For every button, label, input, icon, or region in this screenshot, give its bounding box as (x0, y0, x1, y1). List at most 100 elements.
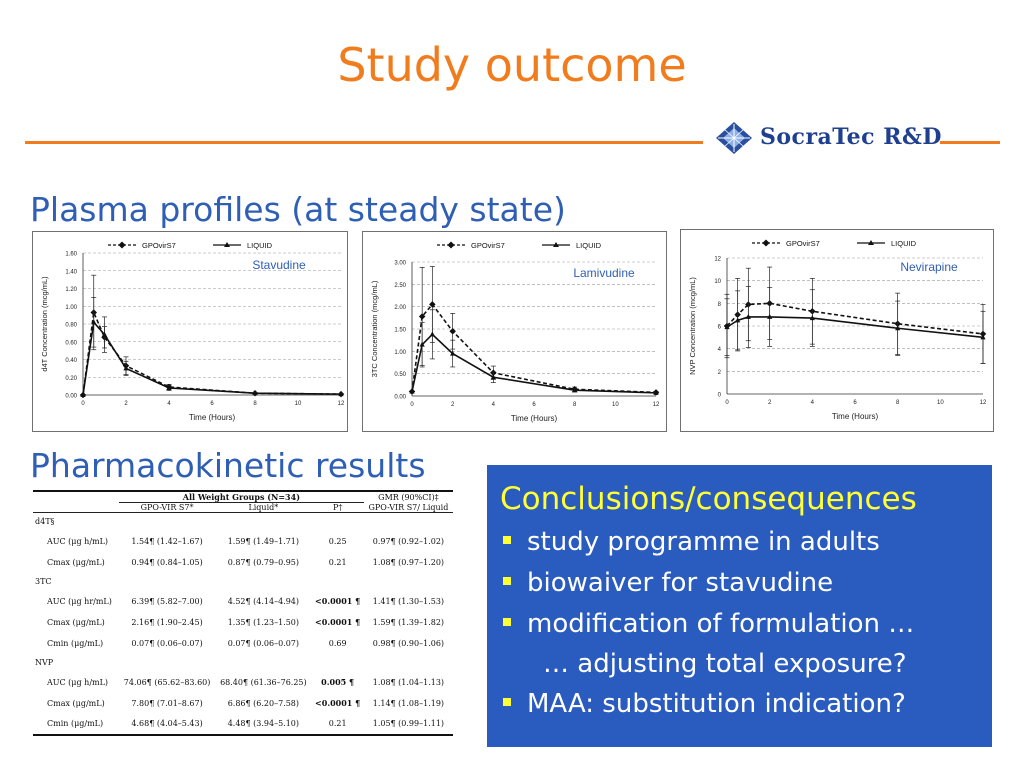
y-tick-label: 8 (718, 302, 722, 308)
header-blank-cell (33, 490, 119, 503)
liquid-value-cell: 0.07¶ (0.06–0.07) (227, 638, 300, 648)
liquid-value-cell: 68.40¶ (61.36–76.25) (220, 677, 307, 687)
conclusion-item: MAA: substitution indication? (503, 689, 906, 719)
legend-label: LIQUID (576, 241, 602, 250)
table-row: Cmin (μg/mL) 4.68¶ (4.04–5.43) 4.48¶ (3.94… (33, 713, 453, 736)
conclusion-item: biowaiver for stavudine (503, 568, 833, 598)
table-row: AUC (μg h/mL) 1.54¶ (1.42–1.67) 1.59¶ (1.4… (33, 531, 453, 552)
data-point (101, 331, 108, 337)
data-point (724, 324, 730, 330)
y-tick-label: 2.50 (394, 283, 406, 289)
p-value-cell: 0.69 (328, 638, 347, 648)
chart-panel-nevirapine: 0 2 4 6 8 10 12 0 2 4 6 8 10 12 Time (Hours) NVP Concen… (680, 229, 994, 432)
y-tick-label: 0.80 (65, 323, 77, 329)
p-value-cell: <0.0001 ¶ (315, 596, 361, 606)
conclusions-box: Conclusions/consequences study programme… (487, 465, 992, 747)
conclusion-item-text: modification of formulation … (527, 609, 915, 639)
y-tick-label: 1.00 (65, 305, 77, 311)
y-tick-label: 1.50 (394, 328, 406, 334)
x-axis-label: Time (Hours) (511, 414, 558, 423)
header-liquid-cell: Liquid* (215, 502, 312, 513)
data-point (419, 341, 425, 347)
legend-label: LIQUID (247, 241, 273, 250)
header-p-cell: P† (311, 502, 364, 513)
data-point (123, 365, 129, 371)
y-tick-label: 4 (718, 347, 722, 353)
x-tick-label: 4 (167, 401, 171, 407)
diamond-logo-icon (716, 122, 752, 154)
pk-results-heading: Pharmacokinetic results (30, 446, 426, 485)
conclusion-item: study programme in adults (503, 527, 880, 557)
conclusion-continuation: … adjusting total exposure? (543, 649, 907, 679)
series-line-gpovirs7 (411, 303, 657, 394)
gpo-value-cell: 2.16¶ (1.90–2.45) (131, 617, 203, 627)
data-point (166, 384, 172, 390)
y-tick-label: 0.00 (65, 394, 77, 400)
table-row: Cmax (μg/mL) 2.16¶ (1.90–2.45) 1.35¶ (1.23… (33, 612, 453, 633)
x-tick-label: 10 (295, 401, 302, 407)
header-group-cell: All Weight Groups (N=34) (118, 490, 364, 503)
bullet-square-icon (503, 697, 511, 706)
gpo-value-cell: 7.80¶ (7.01–8.67) (131, 698, 203, 708)
liquid-value-cell: 6.86¶ (6.20–7.58) (227, 698, 300, 708)
y-tick-label: 12 (714, 257, 721, 263)
x-tick-label: 12 (653, 402, 660, 408)
param-cell: AUC (μg hr/mL) (47, 596, 112, 606)
legend-label: LIQUID (891, 239, 917, 248)
data-point (429, 331, 435, 337)
y-tick-label: 0.00 (394, 395, 406, 401)
y-tick-label: 10 (714, 279, 721, 285)
param-cell: Cmin (μg/mL) (47, 638, 104, 648)
y-tick-label: 1.60 (65, 252, 77, 258)
data-point (895, 325, 901, 331)
legend-marker (553, 242, 559, 247)
y-axis-label: NVP Concentration (mcg/mL) (688, 277, 697, 375)
y-tick-label: 6 (718, 325, 722, 331)
data-point (409, 388, 415, 394)
x-tick-label: 0 (410, 402, 414, 408)
drug-label: Stavudine (252, 258, 306, 272)
x-tick-label: 4 (492, 402, 496, 408)
series-line-liquid (82, 320, 342, 396)
bullet-square-icon (503, 576, 511, 585)
conclusion-item: modification of formulation … (503, 609, 914, 639)
y-tick-label: 1.40 (65, 269, 77, 275)
table-subheader-row: GPO-VIR S7* Liquid* P† GPO-VIR S7/ Liquid (33, 502, 453, 513)
y-tick-label: 0.20 (65, 376, 77, 382)
header-rule-right (940, 141, 1000, 144)
gmr-value-cell: 1.08¶ (1.04–1.13) (372, 677, 445, 687)
group-name-cell: NVP (35, 658, 54, 667)
x-tick-label: 0 (725, 400, 729, 406)
y-axis-label: d4T Concentration (mcg/mL) (40, 276, 49, 372)
header-gmr-sub-cell: GPO-VIR S7/ Liquid (363, 502, 453, 513)
gmr-value-cell: 0.97¶ (0.92–1.02) (372, 536, 445, 546)
p-value-cell: <0.0001 ¶ (315, 698, 361, 708)
gmr-value-cell: 1.14¶ (1.08–1.19) (372, 698, 445, 708)
data-point (572, 387, 578, 393)
data-point (767, 313, 773, 319)
chart-stavudine: 0.00 0.20 0.40 0.60 0.80 1.00 1.20 1.40 1.60 0 2 4 6… (40, 241, 345, 422)
conclusions-title: Conclusions/consequences (500, 481, 917, 517)
table-row: Cmax (μg/mL) 7.80¶ (7.01–8.67) 6.86¶ (6.20… (33, 693, 453, 714)
x-tick-label: 6 (210, 401, 214, 407)
legend-marker (118, 241, 126, 249)
group-name-cell: d4T§ (35, 517, 55, 527)
slide-title: Study outcome (337, 38, 687, 92)
p-value-cell: 0.25 (328, 536, 347, 546)
param-cell: Cmax (μg/mL) (47, 698, 105, 708)
liquid-value-cell: 1.59¶ (1.49–1.71) (227, 536, 300, 546)
conclusion-item-text: biowaiver for stavudine (527, 568, 834, 598)
y-tick-label: 0 (718, 393, 722, 399)
chart-lamivudine: 0.00 0.50 1.00 1.50 2.00 2.50 3.00 0 2 4 6 8 10 12 Tim… (370, 241, 660, 423)
chart-panel-stavudine: 0.00 0.20 0.40 0.60 0.80 1.00 1.20 1.40 1.60 0 2 4 6… (32, 231, 348, 432)
x-tick-label: 4 (811, 400, 815, 406)
gpo-value-cell: 0.94¶ (0.84–1.05) (131, 557, 203, 567)
drug-label: Lamivudine (573, 266, 635, 280)
param-cell: AUC (μg h/mL) (47, 677, 109, 687)
x-tick-label: 2 (124, 401, 128, 407)
x-tick-label: 8 (896, 400, 900, 406)
table-row: AUC (μg h/mL) 74.06¶ (65.62–83.60) 68.40¶ … (33, 672, 453, 693)
data-point (252, 390, 258, 396)
header-gmr-cell: GMR (90%CI)‡ (363, 490, 453, 503)
data-point (745, 313, 751, 319)
